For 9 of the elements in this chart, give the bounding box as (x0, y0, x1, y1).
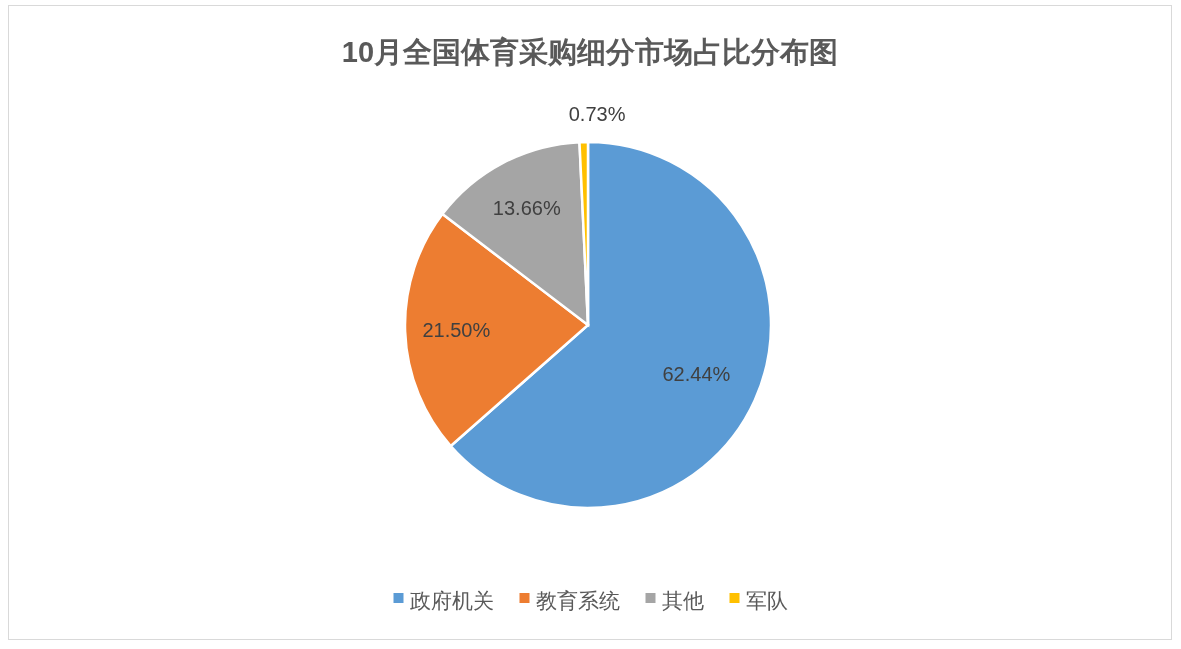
legend-label: 教育系统 (535, 589, 620, 612)
data-label: 13.66% (492, 197, 561, 220)
data-label: 62.44% (662, 362, 731, 385)
legend-label: 政府机关 (409, 589, 494, 612)
data-label: 21.50% (422, 318, 491, 341)
data-label: 0.73% (568, 103, 626, 126)
legend-label: 其他 (661, 589, 704, 612)
legend-label: 军队 (745, 589, 788, 612)
chart-title: 10月全国体育采购细分市场占比分布图 (341, 36, 839, 68)
